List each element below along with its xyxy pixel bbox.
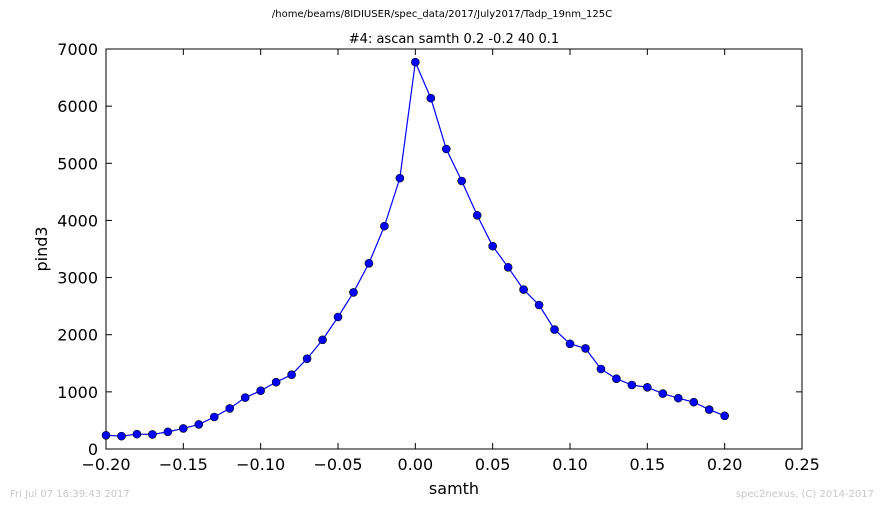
data-point <box>209 412 219 422</box>
data-point <box>627 380 637 390</box>
y-tick-label: 4000 <box>57 211 98 230</box>
x-tick-label: −0.05 <box>313 455 362 474</box>
x-tick-label: 0.00 <box>398 455 434 474</box>
x-tick-label: 0.15 <box>630 455 666 474</box>
data-point <box>163 427 173 437</box>
data-point <box>720 411 729 421</box>
x-tick-label: 0.10 <box>552 455 588 474</box>
x-tick-label: −0.15 <box>159 455 208 474</box>
footer-timestamp: Fri Jul 07 16:39:43 2017 <box>10 489 130 500</box>
y-tick-label: 3000 <box>57 269 98 288</box>
data-point <box>395 173 405 183</box>
chart-title: #4: ascan samth 0.2 -0.2 40 0.1 <box>349 32 559 47</box>
data-point <box>519 285 528 294</box>
y-tick-label: 5000 <box>57 154 98 173</box>
data-point <box>550 325 559 334</box>
data-point <box>240 393 250 402</box>
data-point <box>225 404 235 413</box>
data-point <box>596 364 606 374</box>
data-point <box>256 386 265 396</box>
y-tick-label: 0 <box>88 440 98 459</box>
data-point <box>658 389 668 398</box>
data-point <box>472 210 482 220</box>
data-point <box>302 354 312 364</box>
data-point <box>318 335 327 345</box>
data-point <box>503 262 513 272</box>
data-point <box>179 424 188 433</box>
data-point <box>333 312 343 322</box>
footer-credit: spec2nexus, (C) 2014-2017 <box>735 489 874 500</box>
series-line <box>105 59 725 437</box>
x-tick-label: −0.10 <box>236 455 285 474</box>
data-point <box>534 300 544 310</box>
data-point <box>457 176 467 186</box>
data-point <box>132 429 142 439</box>
x-tick-label: 0.20 <box>707 455 743 474</box>
data-point <box>117 431 126 441</box>
data-point <box>426 93 436 103</box>
x-axis-label: samth <box>429 479 479 498</box>
data-point <box>349 288 358 297</box>
x-tick-label: 0.25 <box>784 455 820 474</box>
data-point <box>380 221 389 231</box>
data-point <box>581 344 590 353</box>
plot-area <box>105 48 803 450</box>
data-point <box>565 339 575 349</box>
data-point <box>194 420 204 429</box>
data-point <box>612 374 621 384</box>
y-axis-label: pind3 <box>32 226 51 271</box>
data-point <box>271 377 281 387</box>
data-point <box>689 397 699 407</box>
y-tick-label: 2000 <box>57 326 98 345</box>
y-tick-label: 1000 <box>57 383 98 402</box>
data-point <box>287 370 296 380</box>
data-point <box>364 258 374 268</box>
data-point <box>148 430 157 439</box>
data-point <box>643 382 652 392</box>
y-tick-label: 7000 <box>57 40 98 59</box>
figure-suptitle: /home/beams/8IDIUSER/spec_data/2017/July… <box>271 9 613 20</box>
data-point <box>411 57 420 67</box>
data-point <box>101 430 111 440</box>
y-tick-label: 6000 <box>57 97 98 116</box>
data-point <box>704 405 714 414</box>
data-point <box>441 144 451 154</box>
data-point <box>488 241 497 251</box>
data-point <box>673 393 683 403</box>
x-tick-label: 0.05 <box>475 455 511 474</box>
x-tick-label: −0.20 <box>81 455 130 474</box>
series-layer <box>101 57 729 441</box>
axis-ticks: −0.20 −0.15 −0.10 −0.05 0.00 0.05 0.10 0.15 0.20… <box>57 40 820 474</box>
